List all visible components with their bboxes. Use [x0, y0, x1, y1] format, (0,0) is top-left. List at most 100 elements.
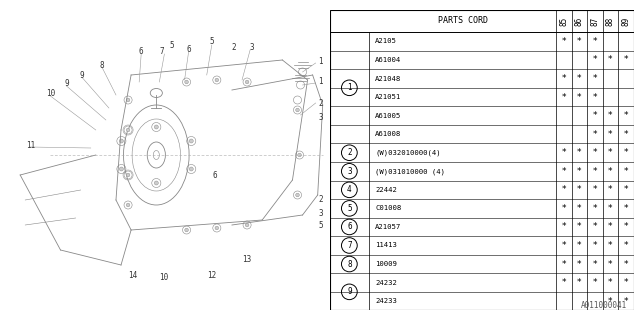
Text: (W)031010000 (4): (W)031010000 (4): [375, 168, 445, 174]
Circle shape: [154, 181, 158, 185]
Text: *: *: [561, 260, 566, 268]
Text: *: *: [623, 111, 628, 120]
Text: 7: 7: [159, 47, 164, 57]
Text: *: *: [608, 297, 612, 306]
Text: 2: 2: [318, 196, 323, 204]
Text: *: *: [608, 167, 612, 176]
Text: *: *: [577, 167, 582, 176]
Text: 5: 5: [318, 221, 323, 230]
Circle shape: [126, 98, 130, 102]
Text: A61004: A61004: [375, 57, 401, 63]
Text: A21057: A21057: [375, 224, 401, 230]
Circle shape: [185, 80, 188, 84]
Circle shape: [120, 139, 124, 143]
Text: PARTS CORD: PARTS CORD: [438, 16, 488, 25]
Text: *: *: [623, 167, 628, 176]
Text: *: *: [623, 130, 628, 139]
Text: 9: 9: [64, 79, 69, 89]
Text: 6: 6: [186, 45, 191, 54]
Text: *: *: [561, 92, 566, 101]
Text: *: *: [577, 92, 582, 101]
Text: *: *: [608, 130, 612, 139]
Text: *: *: [593, 130, 597, 139]
Text: 24233: 24233: [375, 298, 397, 304]
Text: 7: 7: [347, 241, 351, 250]
Text: *: *: [623, 204, 628, 213]
Text: 24232: 24232: [375, 280, 397, 285]
Text: *: *: [561, 278, 566, 287]
Text: 89: 89: [621, 16, 630, 26]
Circle shape: [189, 139, 193, 143]
Text: *: *: [561, 74, 566, 83]
Text: 5: 5: [209, 37, 214, 46]
Text: 11: 11: [26, 140, 35, 149]
Text: *: *: [593, 92, 597, 101]
Text: *: *: [593, 260, 597, 268]
Text: 10: 10: [46, 90, 55, 99]
Text: *: *: [561, 204, 566, 213]
Text: A61005: A61005: [375, 113, 401, 119]
Text: *: *: [577, 278, 582, 287]
Text: 10009: 10009: [375, 261, 397, 267]
Circle shape: [120, 167, 124, 171]
Text: *: *: [623, 185, 628, 194]
Text: 2: 2: [318, 99, 323, 108]
Text: *: *: [561, 185, 566, 194]
Text: 2: 2: [347, 148, 351, 157]
Text: A61008: A61008: [375, 131, 401, 137]
Circle shape: [215, 226, 219, 230]
Text: 5: 5: [347, 204, 351, 213]
Text: 6: 6: [347, 222, 351, 231]
Circle shape: [185, 228, 188, 232]
Text: *: *: [593, 241, 597, 250]
Text: 9: 9: [79, 70, 84, 79]
Text: 3: 3: [347, 167, 351, 176]
Text: 3: 3: [318, 209, 323, 218]
Text: *: *: [623, 222, 628, 231]
Text: 11413: 11413: [375, 243, 397, 248]
Text: 12: 12: [207, 270, 216, 279]
Text: *: *: [608, 278, 612, 287]
Text: 10: 10: [159, 274, 168, 283]
Text: 2: 2: [232, 44, 236, 52]
Text: *: *: [593, 74, 597, 83]
Text: 3: 3: [250, 44, 255, 52]
Text: (W)032010000(4): (W)032010000(4): [375, 149, 441, 156]
Circle shape: [298, 153, 301, 157]
Text: 6: 6: [139, 47, 143, 57]
Text: *: *: [593, 148, 597, 157]
Text: *: *: [608, 222, 612, 231]
Text: *: *: [608, 55, 612, 65]
Circle shape: [126, 173, 130, 177]
Text: A21051: A21051: [375, 94, 401, 100]
Text: *: *: [608, 111, 612, 120]
Text: *: *: [593, 204, 597, 213]
Text: *: *: [608, 260, 612, 268]
Text: *: *: [623, 260, 628, 268]
Text: *: *: [577, 260, 582, 268]
Circle shape: [245, 80, 249, 84]
Text: 88: 88: [606, 16, 615, 26]
Text: 13: 13: [243, 255, 252, 265]
Circle shape: [126, 203, 130, 207]
Text: *: *: [577, 222, 582, 231]
Text: 14: 14: [129, 270, 138, 279]
Text: 4: 4: [347, 185, 351, 194]
Text: 1: 1: [318, 77, 323, 86]
Text: *: *: [623, 241, 628, 250]
Circle shape: [296, 108, 300, 112]
Circle shape: [154, 125, 158, 129]
Text: 22442: 22442: [375, 187, 397, 193]
Text: *: *: [577, 241, 582, 250]
Text: *: *: [593, 55, 597, 65]
Text: *: *: [561, 167, 566, 176]
Text: *: *: [577, 148, 582, 157]
Text: *: *: [623, 297, 628, 306]
Text: 6: 6: [212, 171, 217, 180]
Text: *: *: [593, 278, 597, 287]
Text: 3: 3: [318, 114, 323, 123]
Text: 1: 1: [347, 83, 351, 92]
Text: A011000041: A011000041: [581, 301, 627, 310]
Text: *: *: [561, 37, 566, 46]
Text: A21048: A21048: [375, 76, 401, 82]
